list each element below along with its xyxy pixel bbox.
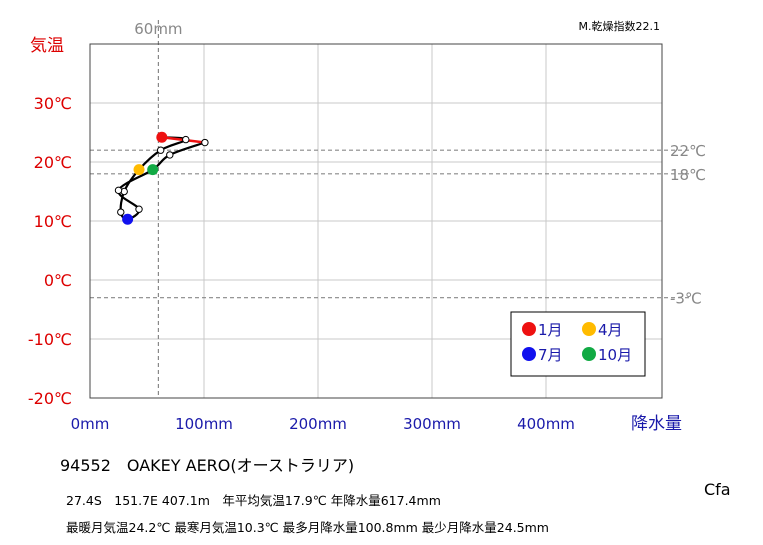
climate-class: Cfa [704,480,731,499]
legend: 1月 4月 7月 10月 [510,311,646,377]
legend-box [510,311,646,377]
data-point-month-2 [182,135,190,144]
y-tick-label: 0℃ [44,271,72,290]
dryness-index: M.乾燥指数22.1 [579,19,660,33]
legend-swatch [582,322,596,336]
tick-labels: 0mm 100mm 200mm 300mm 400mm 30℃ 20℃ 10℃ 0℃ -10℃ -2… [28,94,575,433]
station-extremes: 最暖月気温24.2℃ 最寒月気温10.3℃ 最多月降水量100.8mm 最少月降… [66,520,549,535]
legend-swatch [522,322,536,336]
reference-label-temp: -3℃ [670,290,702,308]
legend-label: 4月 [598,321,623,339]
reference-label-precip: 60mm [134,20,182,38]
data-point-month-8 [135,205,143,213]
legend-label: 7月 [538,346,563,364]
data-point-month-12 [201,138,209,147]
x-tick-label: 200mm [289,415,347,433]
data-point-month-6 [117,208,125,216]
legend-swatch [582,347,596,361]
reference-label-temp: 18℃ [670,166,706,184]
data-point-month-4 [133,164,145,176]
legend-label: 1月 [538,321,563,339]
data-point-month-9 [114,186,123,195]
y-axis-title: 気温 [30,36,64,56]
station-coords: 27.4S 151.7E 407.1m 年平均気温17.9℃ 年降水量617.4… [66,493,441,508]
y-tick-label: 30℃ [34,94,72,113]
data-point-month-11 [166,151,174,159]
x-tick-label: 100mm [175,415,233,433]
x-tick-label: 300mm [403,415,461,433]
y-tick-label: -20℃ [28,389,72,408]
legend-label: 10月 [598,346,632,364]
reference-lines: 22℃ 18℃ -3℃ 60mm [90,20,706,398]
legend-swatch [522,347,536,361]
reference-label-temp: 22℃ [670,142,706,160]
x-tick-label: 400mm [517,415,575,433]
data-point-month-3 [156,146,165,154]
y-tick-label: -10℃ [28,330,72,349]
data-point-month-10 [147,164,159,176]
climate-chart: 22℃ 18℃ -3℃ 60mm 0mm 100mm 200mm 300mm 400mm 30℃… [28,19,706,434]
data-point-month-7 [122,213,134,225]
x-tick-label: 0mm [71,415,110,433]
data-point-month-1 [156,131,168,143]
y-tick-label: 20℃ [34,153,72,172]
climograph-series [114,131,209,225]
x-axis-title: 降水量 [631,414,682,434]
y-tick-label: 10℃ [34,212,72,231]
plot-frame [89,43,663,399]
station-name: 94552 OAKEY AERO(オーストラリア) [60,456,355,475]
